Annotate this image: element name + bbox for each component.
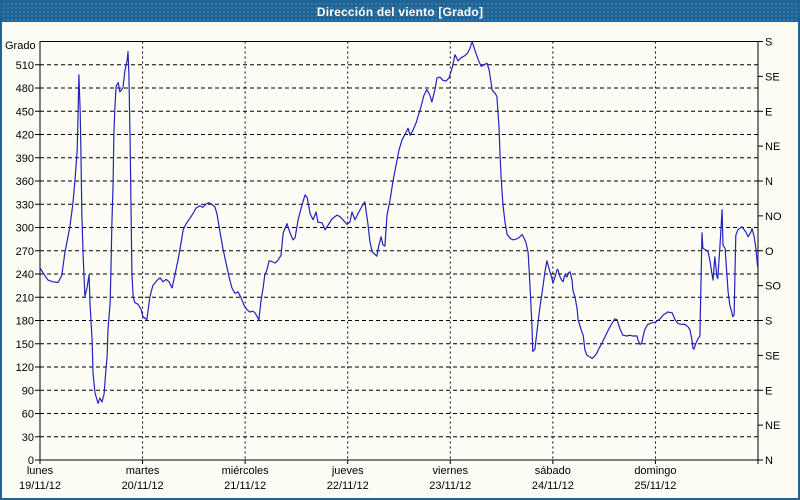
day-name-label: sábado xyxy=(535,465,571,477)
compass-tick-label: N xyxy=(765,455,773,467)
y-tick-label: 180 xyxy=(16,316,34,328)
y-tick-label: 270 xyxy=(16,246,34,258)
y-axis-unit-label: Grado xyxy=(5,40,36,52)
compass-tick-label: E xyxy=(765,106,772,118)
compass-tick-label: SE xyxy=(765,350,780,362)
y-tick-label: 330 xyxy=(16,199,34,211)
wind-direction-line xyxy=(39,40,759,404)
day-date-label: 19/11/12 xyxy=(19,480,61,492)
day-date-label: 20/11/12 xyxy=(122,480,164,492)
y-tick-label: 510 xyxy=(16,60,34,72)
compass-tick-label: S xyxy=(765,316,772,328)
y-tick-label: 450 xyxy=(16,106,34,118)
day-name-label: miércoles xyxy=(222,465,270,477)
compass-tick-label: E xyxy=(765,385,772,397)
compass-tick-label: NE xyxy=(765,420,780,432)
y-tick-label: 480 xyxy=(16,83,34,95)
day-date-label: 21/11/12 xyxy=(224,480,266,492)
y-tick-label: 300 xyxy=(16,223,34,235)
compass-tick-label: N xyxy=(765,176,773,188)
compass-tick-label: SO xyxy=(765,281,781,293)
y-tick-label: 120 xyxy=(16,362,34,374)
y-tick-label: 390 xyxy=(16,153,34,165)
compass-tick-label: S xyxy=(765,37,772,49)
chart-svg: 0 30 60 90 120 150 180 210 240 270 300 330 360 390 420… xyxy=(16,37,782,493)
y-tick-label: 150 xyxy=(16,339,34,351)
y-tick-label: 90 xyxy=(22,385,34,397)
compass-tick-label: NO xyxy=(765,211,782,223)
day-date-label: 25/11/12 xyxy=(634,480,676,492)
day-date-label: 23/11/12 xyxy=(429,480,471,492)
y-tick-label: 60 xyxy=(22,409,34,421)
y-tick-label: 0 xyxy=(28,455,34,467)
y-tick-label: 30 xyxy=(22,432,34,444)
compass-tick-label: O xyxy=(765,246,774,258)
y-tick-label: 240 xyxy=(16,269,34,281)
y-tick-label: 210 xyxy=(16,292,34,304)
day-name-label: martes xyxy=(126,465,160,477)
chart-title: Dirección del viento [Grado] xyxy=(316,5,484,19)
day-date-label: 22/11/12 xyxy=(327,480,369,492)
day-name-label: domingo xyxy=(634,465,676,477)
y-tick-label: 420 xyxy=(16,130,34,142)
day-date-label: 24/11/12 xyxy=(532,480,574,492)
day-name-label: lunes xyxy=(27,465,54,477)
compass-tick-label: SE xyxy=(765,71,780,83)
compass-tick-label: NE xyxy=(765,141,780,153)
y-tick-label: 360 xyxy=(16,176,34,188)
title-bar: Dirección del viento [Grado] xyxy=(2,2,798,22)
day-name-label: jueves xyxy=(331,465,364,477)
day-name-label: viernes xyxy=(433,465,469,477)
